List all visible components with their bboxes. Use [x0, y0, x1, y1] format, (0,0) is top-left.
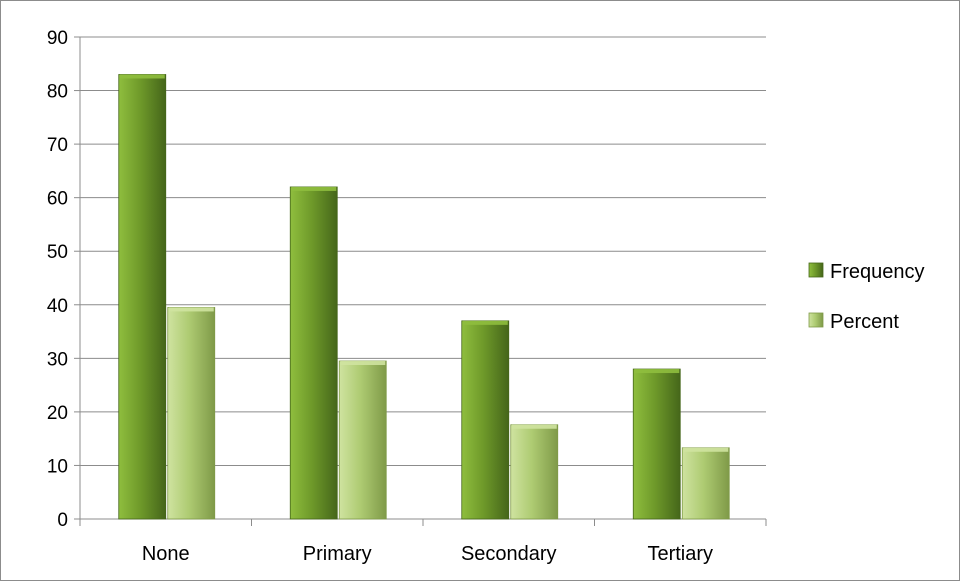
y-tick-label: 90 [47, 28, 68, 49]
bar-percent-secondary [510, 424, 559, 520]
y-tick-label: 30 [47, 349, 68, 370]
y-tick-label: 60 [47, 189, 68, 210]
y-tick-label: 80 [47, 82, 68, 103]
bar-percent-primary [338, 360, 387, 520]
bar-frequency-secondary [461, 320, 510, 520]
legend-item-frequency: Frequency [808, 261, 925, 283]
x-category-label: None [142, 543, 190, 565]
x-category-label: Primary [303, 543, 372, 565]
y-tick-label: 0 [57, 510, 68, 531]
y-tick-label: 10 [47, 456, 68, 477]
bar-cap [634, 369, 680, 374]
bar-cap [291, 186, 337, 191]
bar-body [632, 368, 681, 520]
bar-cap [340, 361, 386, 366]
legend-item-percent: Percent [808, 311, 899, 333]
y-tick-label: 70 [47, 135, 68, 156]
bar-body [461, 320, 510, 520]
bar-frequency-tertiary [632, 368, 681, 520]
bar-cap [462, 320, 508, 325]
legend-swatch [808, 312, 824, 328]
bar-body [338, 360, 387, 520]
bar-cap [511, 424, 557, 429]
bars [118, 74, 730, 520]
bar-cap [119, 74, 165, 79]
bar-body [289, 186, 338, 520]
legend-label: Frequency [830, 261, 925, 283]
bar-body [510, 424, 559, 520]
axis-labels: 0 10 20 30 40 50 60 70 80 90 None Primary Secondary T… [47, 28, 713, 565]
bar-body [167, 307, 216, 520]
bar-body [681, 447, 730, 520]
bar-percent-tertiary [681, 447, 730, 520]
x-category-label: Secondary [461, 543, 557, 565]
bar-body [118, 74, 167, 520]
legend-swatch [808, 262, 824, 278]
y-tick-label: 40 [47, 296, 68, 317]
y-tick-label: 20 [47, 403, 68, 424]
bar-cap [683, 447, 729, 452]
legend-label: Percent [830, 311, 899, 333]
legend: Frequency Percent [808, 261, 925, 333]
bar-cap [168, 307, 214, 312]
y-tick-label: 50 [47, 242, 68, 263]
x-category-label: Tertiary [647, 543, 713, 565]
bar-frequency-primary [289, 186, 338, 520]
bar-percent-none [167, 307, 216, 520]
bar-frequency-none [118, 74, 167, 520]
